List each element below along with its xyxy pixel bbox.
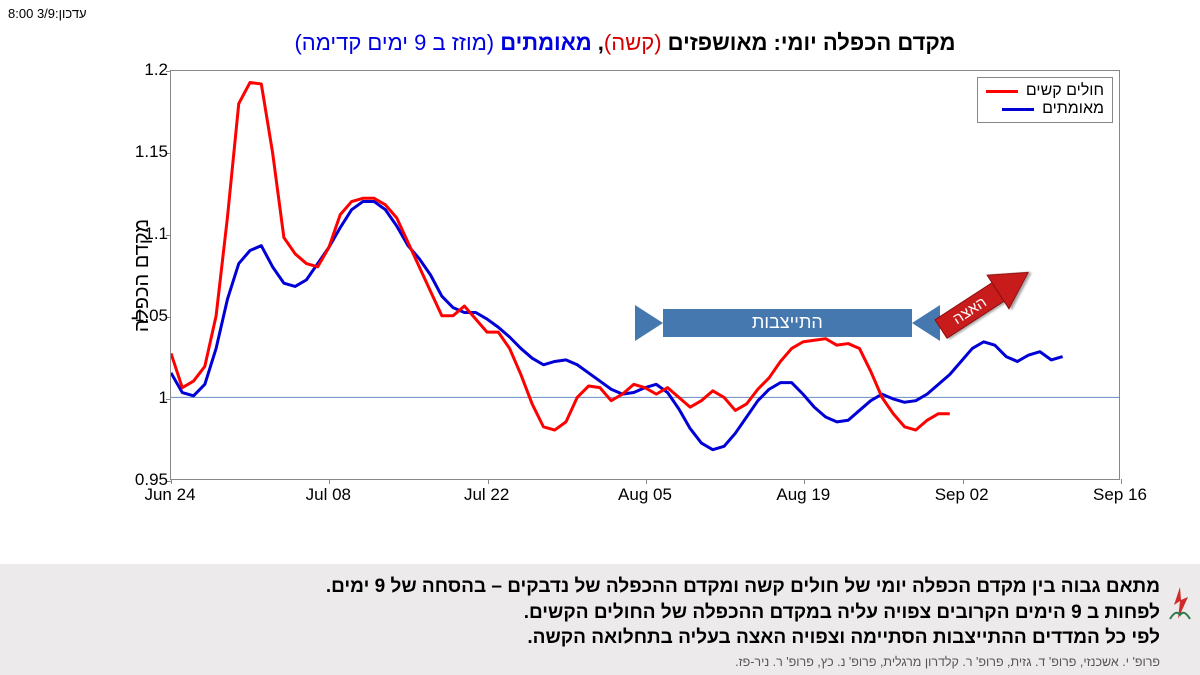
legend-swatch-severe <box>986 90 1018 93</box>
y-tick-label: 1.05 <box>135 306 168 326</box>
x-tick-label: Jul 22 <box>464 485 509 505</box>
x-tick-label: Jun 24 <box>144 485 195 505</box>
annotation-stable-label: התייצבות <box>663 309 912 337</box>
legend: חולים קשים מאומתים <box>977 77 1113 123</box>
org-logo-icon <box>1166 585 1194 621</box>
plot-area: מקדם הכפלה חולים קשים מאומתים התייצבות <box>120 60 1130 510</box>
legend-label-verified: מאומתים <box>1042 100 1104 118</box>
y-tick-label: 1.2 <box>144 60 168 80</box>
footer-line-3: לפי כל המדדים ההתייצבות הסתיימה וצפויה ה… <box>40 625 1160 651</box>
title-hosp-note: (קשה) <box>604 30 662 55</box>
legend-row-severe: חולים קשים <box>986 82 1104 100</box>
title-prefix: מקדם הכפלה יומי: <box>767 30 955 55</box>
legend-label-severe: חולים קשים <box>1026 82 1104 100</box>
annotation-acceleration: האצה <box>929 251 1049 351</box>
footer-summary: מתאם גבוה בין מקדם הכפלה יומי של חולים ק… <box>0 564 1200 675</box>
footer-credits: פרופ' י. אשכנזי, פרופ' ד. גזית, פרופ' ר.… <box>40 655 1160 669</box>
title-verified-bold: מאומתים <box>494 30 592 55</box>
footer-line-1: מתאם גבוה בין מקדם הכפלה יומי של חולים ק… <box>40 574 1160 600</box>
title-comma: , <box>592 30 604 55</box>
y-tick-label: 1 <box>159 388 168 408</box>
y-tick-label: 1.15 <box>135 142 168 162</box>
y-tick-label: 1.1 <box>144 224 168 244</box>
chart-title: מקדם הכפלה יומי: מאושפזים (קשה), מאומתים… <box>120 30 1130 56</box>
footer-line-2: לפחות ב 9 הימים הקרובים צפויה עליה במקדם… <box>40 600 1160 626</box>
arrow-right-icon <box>635 305 663 341</box>
plot-inner: חולים קשים מאומתים התייצבות <box>170 70 1120 480</box>
x-tick-label: Aug 19 <box>776 485 830 505</box>
accel-arrow-icon: האצה <box>929 251 1049 346</box>
x-tick-label: Aug 05 <box>618 485 672 505</box>
update-timestamp: עדכון:3/9 8:00 <box>8 6 87 21</box>
legend-swatch-verified <box>1002 108 1034 111</box>
annotation-stabilization: התייצבות <box>635 305 940 341</box>
x-tick-label: Sep 16 <box>1093 485 1147 505</box>
title-verified-note: (מוזז ב 9 ימים קדימה) <box>294 30 494 55</box>
title-hosp-bold: מאושפזים <box>662 30 768 55</box>
x-tick-label: Sep 02 <box>935 485 989 505</box>
x-tick-label: Jul 08 <box>306 485 351 505</box>
legend-row-verified: מאומתים <box>986 100 1104 118</box>
chart-container: מקדם הכפלה יומי: מאושפזים (קשה), מאומתים… <box>120 30 1130 528</box>
